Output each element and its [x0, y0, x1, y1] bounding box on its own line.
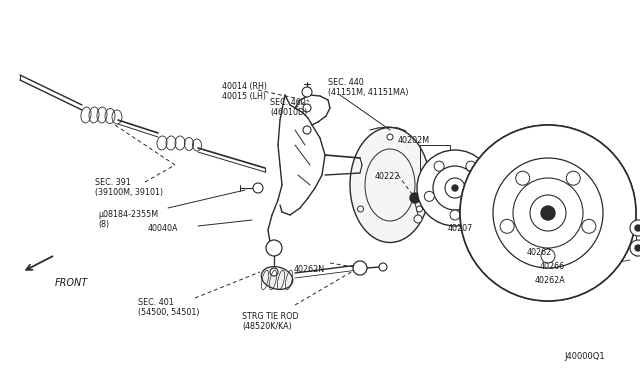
Circle shape: [387, 134, 393, 140]
Text: µ08184-2355M
(8): µ08184-2355M (8): [98, 210, 158, 230]
Ellipse shape: [350, 128, 430, 243]
Text: SEC. 391
(39100M, 39101): SEC. 391 (39100M, 39101): [95, 178, 163, 198]
Circle shape: [379, 263, 387, 271]
Circle shape: [630, 240, 640, 256]
Text: 40040A: 40040A: [148, 224, 179, 233]
Circle shape: [513, 178, 583, 248]
Text: 40262: 40262: [527, 248, 552, 257]
Circle shape: [434, 161, 444, 171]
Circle shape: [541, 206, 555, 220]
Text: SEC. 401
(54500, 54501): SEC. 401 (54500, 54501): [138, 298, 200, 317]
Circle shape: [270, 268, 278, 276]
Circle shape: [635, 245, 640, 251]
Circle shape: [541, 249, 555, 263]
Text: SEC. 460
(46010D): SEC. 460 (46010D): [270, 98, 307, 118]
Circle shape: [493, 158, 603, 268]
Ellipse shape: [261, 267, 292, 289]
Circle shape: [516, 171, 530, 185]
Text: 40262N: 40262N: [294, 265, 325, 274]
Circle shape: [433, 166, 477, 210]
Text: FRONT: FRONT: [55, 278, 88, 288]
Circle shape: [414, 215, 422, 223]
Circle shape: [476, 191, 486, 201]
Circle shape: [424, 191, 435, 201]
Circle shape: [630, 220, 640, 236]
Text: STRG TIE ROD
(48520K/KA): STRG TIE ROD (48520K/KA): [242, 312, 299, 331]
Text: 40014 (RH)
40015 (LH): 40014 (RH) 40015 (LH): [222, 82, 267, 102]
Circle shape: [445, 178, 465, 198]
Circle shape: [530, 195, 566, 231]
Text: 40207: 40207: [448, 224, 473, 233]
Circle shape: [417, 150, 493, 226]
Circle shape: [460, 125, 636, 301]
Circle shape: [635, 225, 640, 231]
Circle shape: [582, 219, 596, 233]
Circle shape: [500, 219, 514, 233]
Circle shape: [450, 210, 460, 220]
Circle shape: [303, 104, 311, 112]
Circle shape: [358, 206, 364, 212]
Circle shape: [460, 125, 636, 301]
Circle shape: [417, 206, 422, 212]
Circle shape: [452, 185, 458, 191]
Circle shape: [466, 161, 476, 171]
Circle shape: [410, 193, 420, 203]
Circle shape: [302, 87, 312, 97]
Text: 40262A: 40262A: [535, 276, 566, 285]
Text: 40266: 40266: [540, 262, 565, 271]
Text: SEC. 440
(41151M, 41151MA): SEC. 440 (41151M, 41151MA): [328, 78, 408, 97]
Circle shape: [353, 261, 367, 275]
Circle shape: [303, 126, 311, 134]
Text: J40000Q1: J40000Q1: [564, 352, 605, 361]
Text: 40222: 40222: [375, 172, 401, 181]
Circle shape: [253, 183, 263, 193]
Text: 40202M: 40202M: [398, 136, 430, 145]
Circle shape: [266, 240, 282, 256]
Circle shape: [566, 171, 580, 185]
